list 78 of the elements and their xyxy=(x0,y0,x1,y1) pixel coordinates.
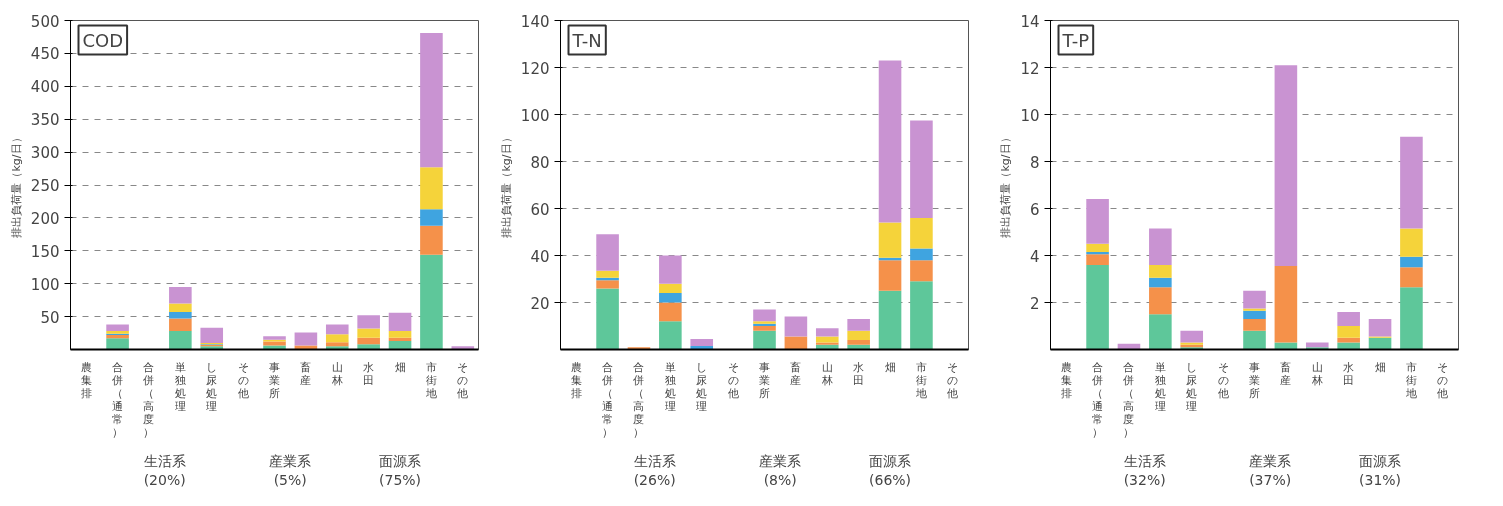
x-tick-label: 山林 xyxy=(1310,360,1323,387)
x-tick-label: 市街地 xyxy=(424,360,437,400)
x-tick-label: 合併（通常） xyxy=(112,360,124,439)
x-tick-label: 事業所 xyxy=(759,360,770,400)
text: 産業系 (37%) xyxy=(1249,452,1292,488)
text: T-N xyxy=(571,29,602,51)
x-tick-label: 合併（通常） xyxy=(1092,360,1104,439)
y-tick-label: 2 xyxy=(1029,294,1040,313)
x-tick-label: 農集排 xyxy=(570,360,582,400)
x-tick-label: 農集排 xyxy=(80,360,92,400)
y-tick-label: 400 xyxy=(30,78,60,97)
x-tick-label: 水田 xyxy=(853,360,865,387)
y-tick-label: 6 xyxy=(1029,200,1040,219)
y-tick-label: 8 xyxy=(1029,153,1040,172)
text: T-P xyxy=(1061,29,1090,51)
text: 生活系 (20%) xyxy=(143,452,186,488)
x-tick-label: 合併（高度） xyxy=(143,360,155,439)
x-tick-label: 市街地 xyxy=(1404,360,1417,400)
y-tick-label: 120 xyxy=(520,59,550,78)
y-tick-label: 300 xyxy=(30,144,60,163)
x-tick-label: 山林 xyxy=(330,360,343,387)
y-tick-label: 14 xyxy=(1020,12,1040,31)
y-tick-label: 100 xyxy=(30,275,60,294)
x-tick-label: 山林 xyxy=(820,360,833,387)
y-tick-label: 150 xyxy=(30,242,60,261)
x-tick-label: その他 xyxy=(1437,360,1449,400)
text: 面源系 (66%) xyxy=(869,452,912,488)
y-tick-label: 60 xyxy=(530,200,550,219)
x-tick-label: その他 xyxy=(947,360,959,400)
x-tick-label: 事業所 xyxy=(1249,360,1260,400)
x-tick-label: 単独処理 xyxy=(174,360,186,413)
y-tick-label: 350 xyxy=(30,111,60,130)
x-tick-label: その他 xyxy=(237,360,249,400)
x-tick-label: その他 xyxy=(457,360,469,400)
text: 生活系 (32%) xyxy=(1123,452,1166,488)
y-tick-label: 10 xyxy=(1020,106,1040,125)
y-tick-label: 250 xyxy=(30,177,60,195)
y-tick-label: 20 xyxy=(530,294,550,313)
x-tick-label: 水田 xyxy=(363,360,375,387)
y-tick-label: 500 xyxy=(30,12,60,31)
text: 産業系 (8%) xyxy=(759,452,802,488)
x-tick-label: 水田 xyxy=(1343,360,1355,387)
x-tick-label: 農集排 xyxy=(1060,360,1072,400)
y-tick-label: 40 xyxy=(530,247,550,266)
text: 産業系 (5%) xyxy=(269,452,312,488)
y-axis-title: 排出負荷量（kg/日） xyxy=(999,132,1013,238)
x-tick-label: 単独処理 xyxy=(1154,360,1166,413)
text: 面源系 (31%) xyxy=(1359,452,1402,488)
y-axis-title: 排出負荷量（kg/日） xyxy=(9,132,23,238)
y-tick-label: 100 xyxy=(520,106,550,125)
y-tick-label: 50 xyxy=(40,308,60,327)
y-tick-label: 80 xyxy=(530,153,550,172)
x-tick-label: し尿処理 xyxy=(206,360,218,413)
x-tick-label: 合併（高度） xyxy=(1123,360,1135,439)
y-tick-label: 450 xyxy=(30,45,60,64)
x-tick-label: 畜産 xyxy=(790,360,802,387)
x-tick-label: 畜産 xyxy=(300,360,312,387)
x-tick-label: 合併（高度） xyxy=(633,360,645,439)
y-tick-label: 4 xyxy=(1029,247,1040,266)
y-tick-label: 140 xyxy=(520,12,550,31)
y-axis-title: 排出負荷量（kg/日） xyxy=(499,132,513,238)
y-tick-label: 200 xyxy=(30,209,60,228)
x-tick-label: 畑 xyxy=(1374,360,1386,374)
text: 生活系 (26%) xyxy=(633,452,676,488)
y-tick-label: 12 xyxy=(1020,59,1040,78)
x-tick-label: し尿処理 xyxy=(696,360,708,413)
x-tick-label: その他 xyxy=(727,360,739,400)
x-tick-label: 畑 xyxy=(884,360,896,374)
x-tick-label: 市街地 xyxy=(914,360,927,400)
text: COD xyxy=(82,29,124,51)
x-tick-label: 合併（通常） xyxy=(602,360,614,439)
x-tick-label: 事業所 xyxy=(269,360,280,400)
x-tick-label: し尿処理 xyxy=(1186,360,1198,413)
x-tick-label: 単独処理 xyxy=(664,360,676,413)
text: 面源系 (75%) xyxy=(379,452,422,488)
x-tick-label: 畑 xyxy=(394,360,406,374)
x-tick-label: 畜産 xyxy=(1280,360,1292,387)
x-tick-label: その他 xyxy=(1217,360,1229,400)
